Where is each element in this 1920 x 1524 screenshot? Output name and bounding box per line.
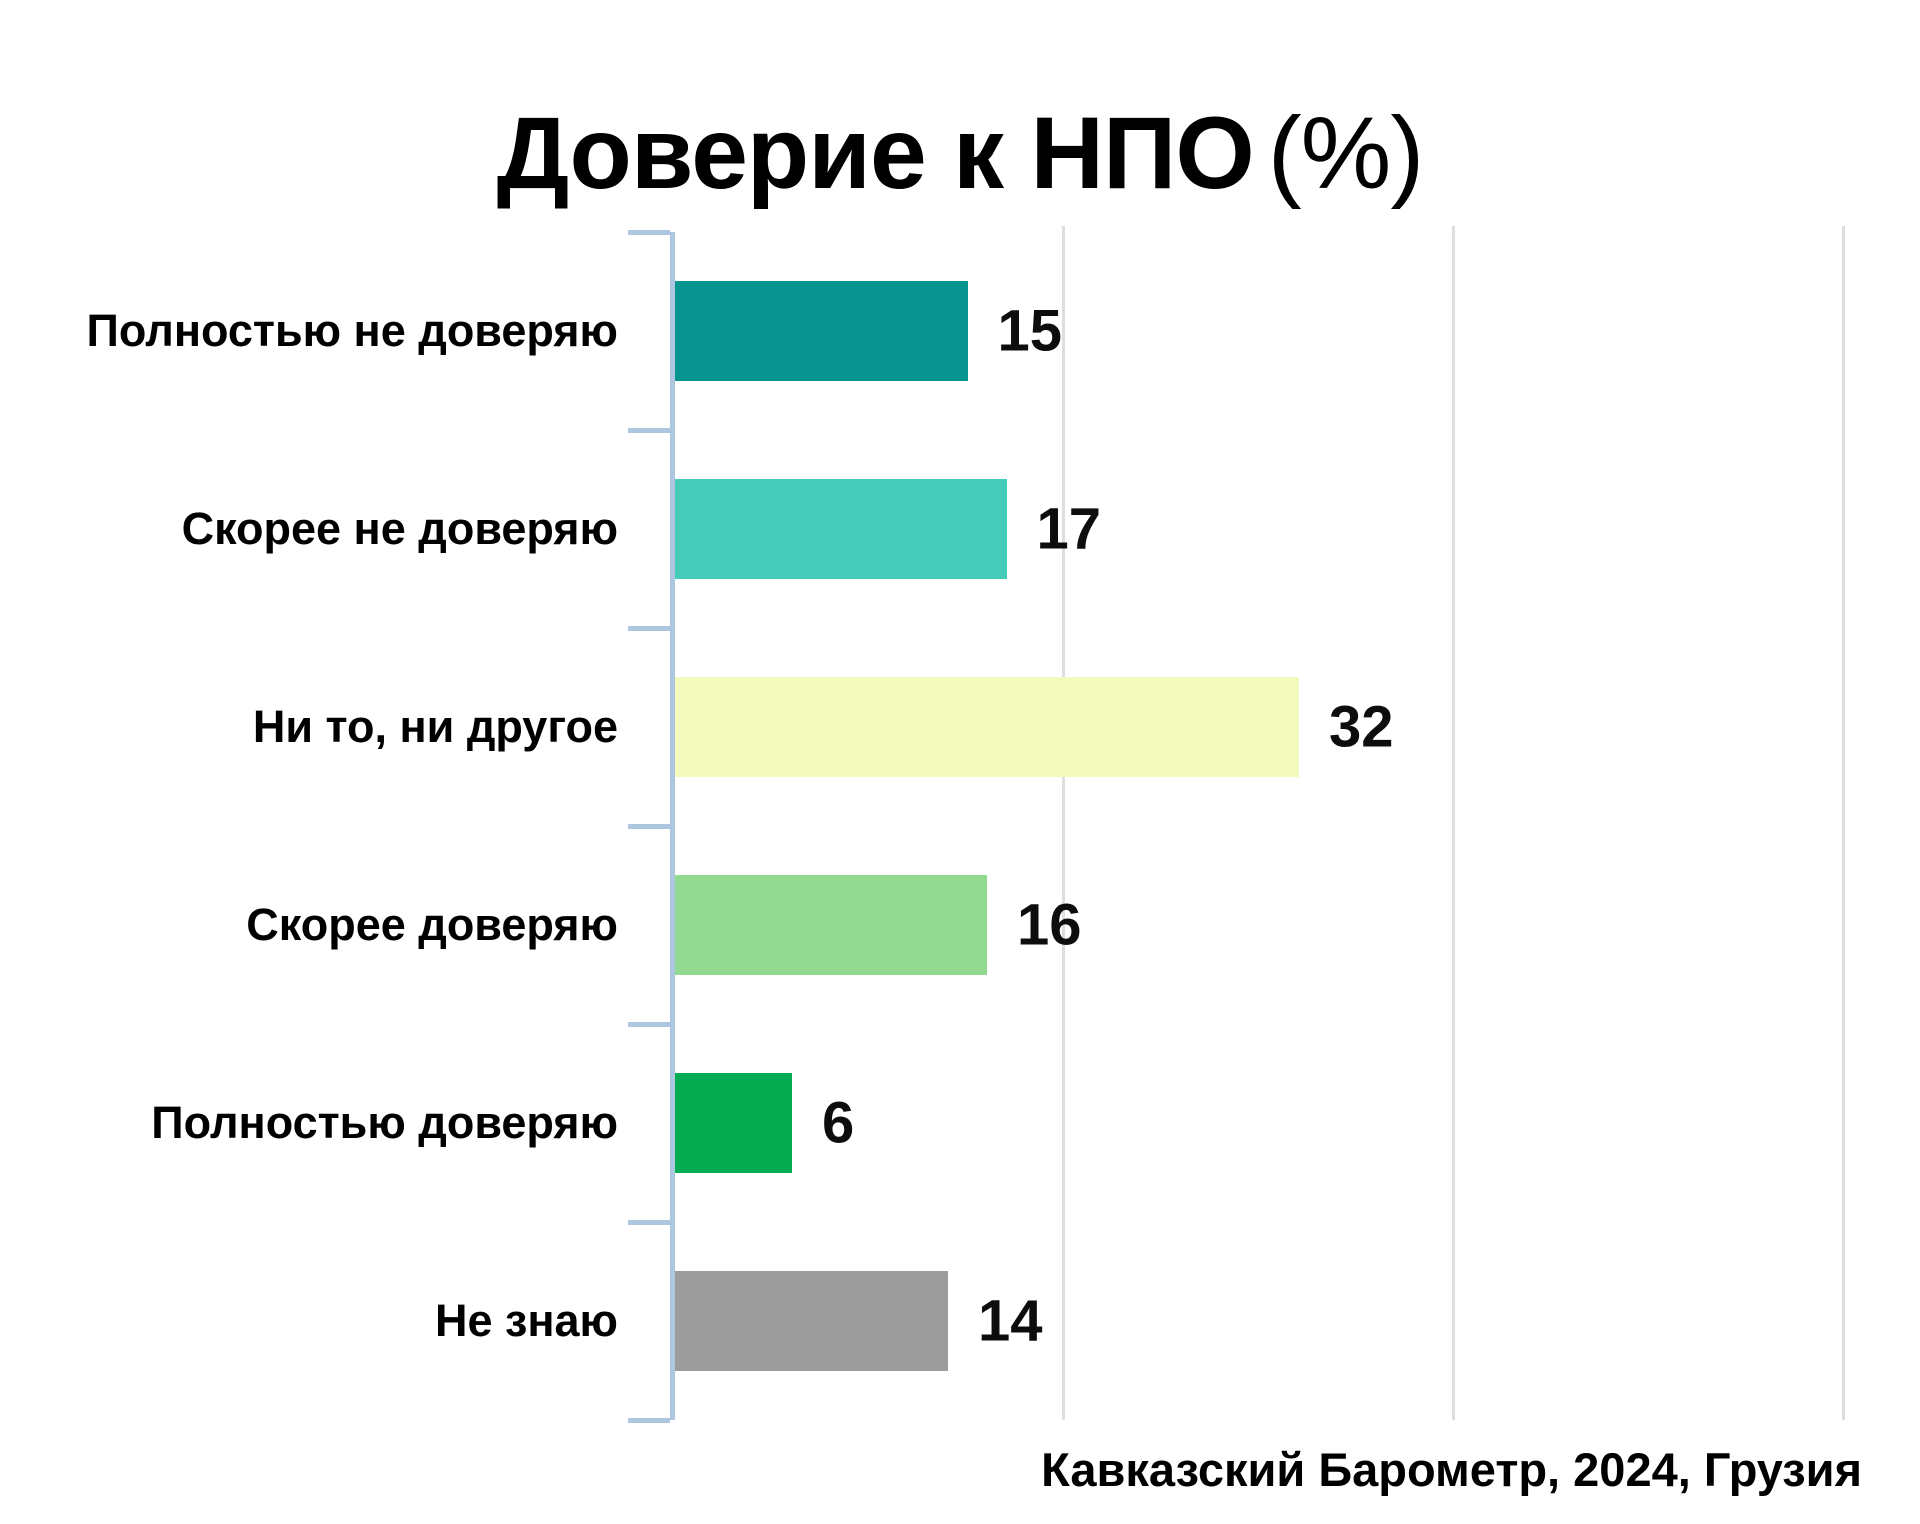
value-label: 16 [1017, 892, 1082, 958]
value-label: 15 [997, 298, 1063, 364]
bar [675, 479, 1007, 579]
chart-row: Ни то, ни другое 32 [0, 628, 1920, 826]
bar [675, 281, 968, 381]
chart-row: Скорее доверяю 16 [0, 826, 1920, 1024]
gridline [1062, 226, 1065, 1420]
bar [675, 875, 987, 975]
gridline [1842, 226, 1845, 1420]
axis-tick [628, 1219, 670, 1225]
chart-title: Доверие к НПО (%) [0, 90, 1920, 218]
category-label: Полностью не доверяю [86, 305, 618, 356]
value-label: 17 [1036, 496, 1102, 562]
bar [675, 677, 1299, 777]
chart-row: Скорее не доверяю 17 [0, 430, 1920, 628]
gridline [1452, 226, 1455, 1420]
value-label: 6 [822, 1090, 855, 1156]
category-label: Скорее доверяю [246, 899, 618, 950]
axis-tick [628, 229, 670, 235]
y-axis-line [670, 232, 675, 1420]
bar [675, 1073, 792, 1173]
chart-row: Полностью не доверяю 15 [0, 232, 1920, 430]
axis-tick [628, 823, 670, 829]
chart-title-percent: (%) [1267, 96, 1425, 211]
category-label: Не знаю [434, 1295, 618, 1346]
chart-row: Не знаю 14 [0, 1222, 1920, 1420]
chart-row: Полностью доверяю 6 [0, 1024, 1920, 1222]
chart-title-main: Доверие к НПО [496, 96, 1255, 211]
category-label: Скорее не доверяю [181, 503, 618, 554]
category-label: Ни то, ни другое [252, 701, 618, 752]
axis-tick [628, 427, 670, 433]
category-label: Полностью доверяю [151, 1097, 618, 1148]
axis-tick [628, 625, 670, 631]
axis-tick [628, 1021, 670, 1027]
axis-tick [628, 1417, 670, 1423]
value-label: 32 [1329, 694, 1394, 760]
bar [675, 1271, 948, 1371]
source-caption: Кавказский Барометр, 2024, Грузия [1041, 1443, 1862, 1496]
value-label: 14 [978, 1288, 1043, 1354]
